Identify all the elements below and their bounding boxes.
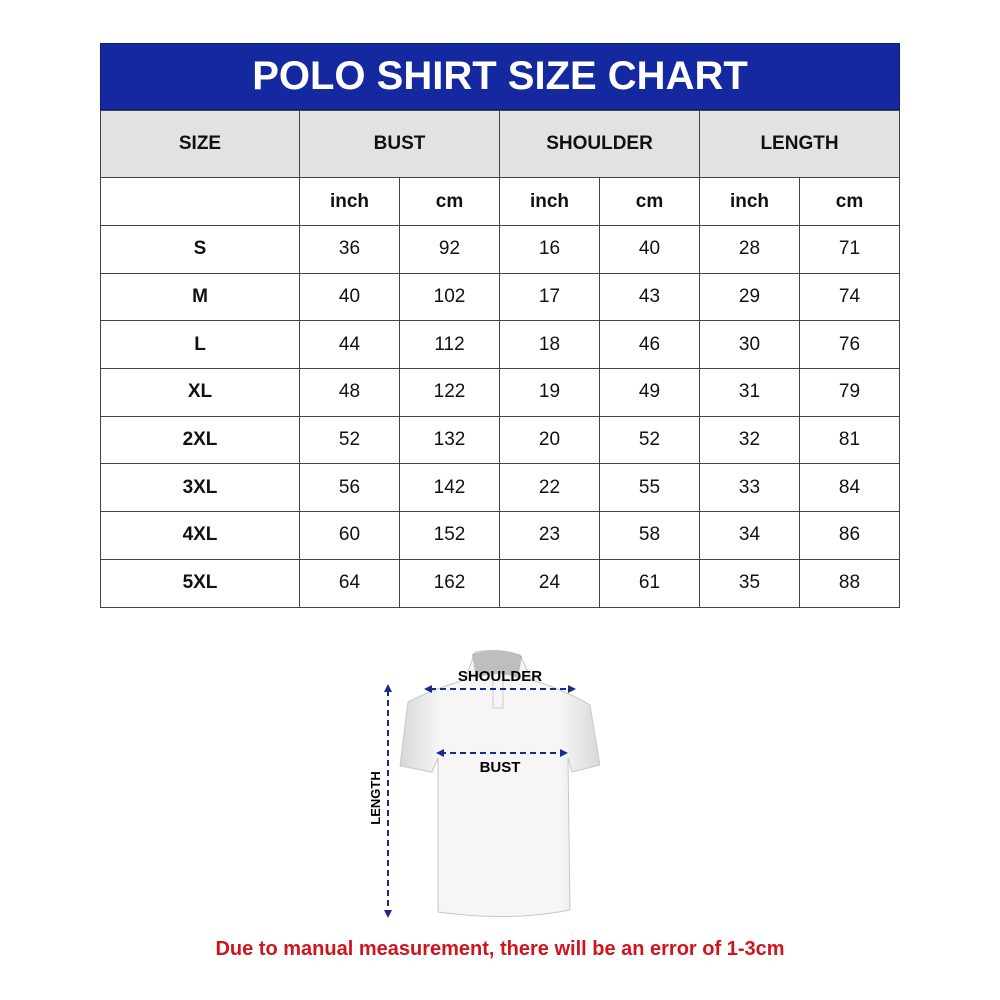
value-cell: 162: [399, 558, 500, 608]
value-cell: 55: [599, 463, 700, 513]
value-cell: 60: [299, 511, 400, 560]
unit-cm: cm: [399, 177, 500, 226]
value-cell: 49: [599, 368, 700, 417]
value-cell: 34: [699, 511, 800, 560]
bust-label: BUST: [480, 759, 521, 776]
value-cell: 20: [499, 415, 600, 465]
value-cell: 36: [299, 225, 400, 274]
value-cell: 40: [299, 272, 400, 322]
value-cell: 43: [599, 272, 700, 322]
unit-inch: inch: [299, 177, 400, 226]
value-cell: 35: [699, 558, 800, 608]
value-cell: 40: [599, 225, 700, 274]
unit-inch: inch: [499, 177, 600, 226]
value-cell: 32: [699, 415, 800, 465]
measurement-note: Due to manual measurement, there will be…: [215, 938, 785, 960]
value-cell: 16: [499, 225, 600, 274]
header-length: LENGTH: [699, 110, 900, 178]
value-cell: 46: [599, 320, 700, 370]
value-cell: 23: [499, 511, 600, 560]
value-cell: 18: [499, 320, 600, 370]
value-cell: 44: [299, 320, 400, 370]
value-cell: 84: [799, 463, 900, 513]
value-cell: 64: [299, 558, 400, 608]
size-table: SIZE BUST SHOULDER LENGTH inch cm inch cm in…: [100, 110, 900, 608]
value-cell: 22: [499, 463, 600, 513]
value-cell: 132: [399, 415, 500, 465]
chart-title: POLO SHIRT SIZE CHART: [100, 43, 900, 110]
table-row: 4XL 60 152 23 58 34 86: [100, 511, 900, 560]
unit-cm: cm: [799, 177, 900, 226]
value-cell: 52: [599, 415, 700, 465]
value-cell: 76: [799, 320, 900, 370]
value-cell: 92: [399, 225, 500, 274]
table-row: L 44 112 18 46 30 76: [100, 320, 900, 370]
table-row: 2XL 52 132 20 52 32 81: [100, 415, 900, 465]
table-row: 3XL 56 142 22 55 33 84: [100, 463, 900, 513]
value-cell: 71: [799, 225, 900, 274]
size-cell: M: [100, 272, 300, 322]
value-cell: 81: [799, 415, 900, 465]
value-cell: 74: [799, 272, 900, 322]
value-cell: 79: [799, 368, 900, 417]
value-cell: 102: [399, 272, 500, 322]
shoulder-label: SHOULDER: [458, 668, 542, 685]
value-cell: 152: [399, 511, 500, 560]
header-row: SIZE BUST SHOULDER LENGTH: [100, 110, 900, 178]
value-cell: 88: [799, 558, 900, 608]
unit-empty: [100, 177, 300, 226]
size-cell: S: [100, 225, 300, 274]
shirt-diagram: SHOULDER BUST LENGTH: [368, 650, 600, 918]
table-row: M 40 102 17 43 29 74: [100, 272, 900, 322]
value-cell: 17: [499, 272, 600, 322]
table-row: XL 48 122 19 49 31 79: [100, 368, 900, 417]
value-cell: 61: [599, 558, 700, 608]
size-cell: XL: [100, 368, 300, 417]
length-label: LENGTH: [368, 771, 383, 824]
unit-inch: inch: [699, 177, 800, 226]
header-size: SIZE: [100, 110, 300, 178]
value-cell: 24: [499, 558, 600, 608]
header-shoulder: SHOULDER: [499, 110, 700, 178]
shirt-icon: [399, 650, 600, 918]
value-cell: 112: [399, 320, 500, 370]
value-cell: 31: [699, 368, 800, 417]
value-cell: 48: [299, 368, 400, 417]
unit-cm: cm: [599, 177, 700, 226]
unit-row: inch cm inch cm inch cm: [100, 177, 900, 226]
size-cell: 2XL: [100, 415, 300, 465]
header-bust: BUST: [299, 110, 500, 178]
value-cell: 28: [699, 225, 800, 274]
table-row: S 36 92 16 40 28 71: [100, 225, 900, 274]
value-cell: 30: [699, 320, 800, 370]
value-cell: 56: [299, 463, 400, 513]
value-cell: 86: [799, 511, 900, 560]
value-cell: 19: [499, 368, 600, 417]
value-cell: 52: [299, 415, 400, 465]
value-cell: 33: [699, 463, 800, 513]
size-cell: 3XL: [100, 463, 300, 513]
size-cell: L: [100, 320, 300, 370]
value-cell: 58: [599, 511, 700, 560]
value-cell: 122: [399, 368, 500, 417]
size-cell: 4XL: [100, 511, 300, 560]
value-cell: 29: [699, 272, 800, 322]
value-cell: 142: [399, 463, 500, 513]
table-row: 5XL 64 162 24 61 35 88: [100, 558, 900, 608]
size-cell: 5XL: [100, 558, 300, 608]
